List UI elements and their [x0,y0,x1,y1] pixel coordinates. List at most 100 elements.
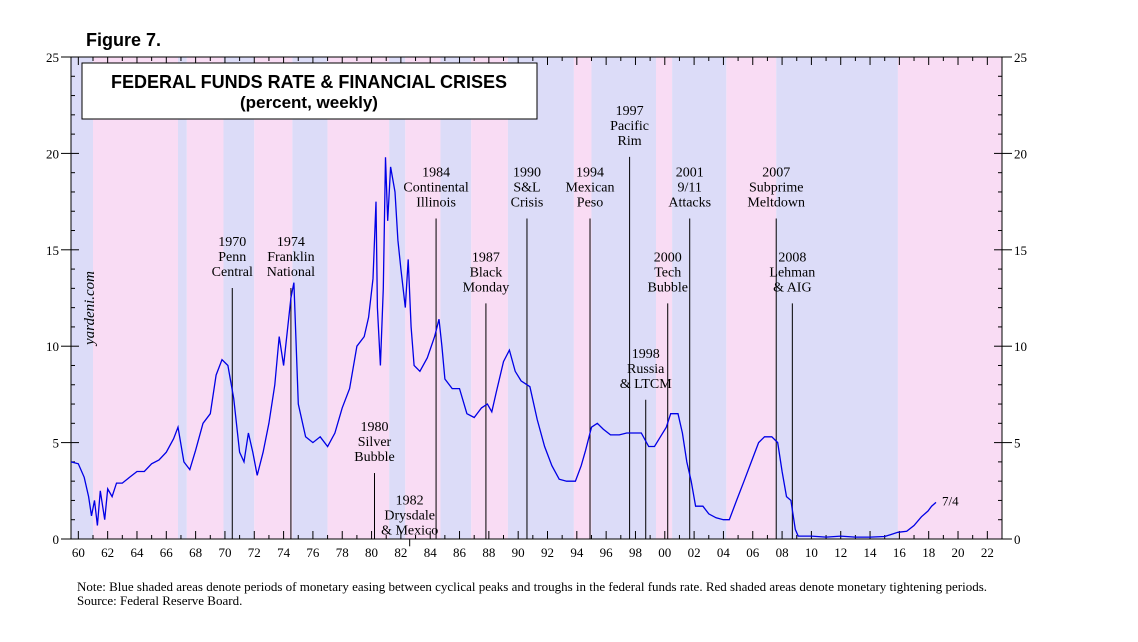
shading-layer [71,57,1002,539]
x-tick-label: 74 [277,545,291,560]
shade-tightening-1 [92,57,179,539]
fed-funds-line [70,157,937,538]
chart-title: FEDERAL FUNDS RATE & FINANCIAL CRISES [111,72,507,92]
crisis-label-line: & Mexico [381,523,438,538]
footnote: Note: Blue shaded areas denote periods o… [77,580,1037,608]
y-axis: 0 0 5 5 10 10 15 15 20 20 25 25 [46,50,1027,547]
figure-label: Figure 7. [86,30,162,50]
y-tick-label-left: 0 [53,532,60,547]
y-tick-label-right: 10 [1014,339,1027,354]
crisis-label-line: 1997 [616,104,644,119]
x-tick-label: 88 [482,545,495,560]
y-tick-label-right: 0 [1014,532,1021,547]
x-tick-label: 14 [864,545,878,560]
crisis-labels-layer: 1970PennCentral1974FranklinNational1980S… [212,104,816,538]
crisis-label-line: S&L [513,181,540,196]
crisis-label-line: Attacks [668,196,711,211]
y-tick-label-right: 5 [1014,436,1021,451]
crisis-label-line: Rim [618,134,642,149]
x-tick-label: 16 [893,545,907,560]
crisis-label-line: Peso [577,196,603,211]
shade-tightening-15 [655,57,673,539]
y-tick-label-right: 15 [1014,243,1027,258]
x-tick-label: 80 [365,545,378,560]
x-tick-label: 66 [160,545,174,560]
x-tick-label: 08 [776,545,789,560]
end-label: 7/4 [942,493,959,508]
x-tick-label: 90 [512,545,525,560]
crisis-label-line: Illinois [416,196,456,211]
crisis-label-line: Penn [218,250,246,265]
shade-tightening-19 [897,57,1002,539]
crisis-label-line: Subprime [749,181,803,196]
shade-tightening-13 [573,57,592,539]
crisis-label-line: Silver [358,435,392,450]
shade-tightening-17 [726,57,777,539]
x-tick-label: 18 [922,545,935,560]
x-tick-label: 78 [336,545,349,560]
shade-tightening-3 [186,57,224,539]
x-tick-label: 82 [394,545,407,560]
x-tick-label: 22 [981,545,994,560]
y-tick-label-left: 20 [46,146,59,161]
source-text: Source: Federal Reserve Board. [77,593,243,608]
x-tick-label: 02 [688,545,701,560]
crisis-label-line: 1974 [277,235,305,250]
crisis-label-line: Meltdown [747,196,805,211]
y-tick-label-left: 5 [53,436,60,451]
shade-easing-8 [389,57,406,539]
crisis-label-line: Mexican [566,181,615,196]
x-tick-label: 10 [805,545,818,560]
crisis-label-line: 1970 [218,235,246,250]
crisis-label-line: 1982 [396,493,424,508]
x-tick-label: 92 [541,545,554,560]
shade-easing-12 [507,57,574,539]
x-tick-label: 62 [101,545,114,560]
shade-tightening-11 [471,57,508,539]
crisis-label-line: 9/11 [678,181,702,196]
x-axis: 60 62 64 66 68 70 72 74 76 78 80 82 84 86 88 90 92 94 96 98… [72,57,994,560]
crisis-label-line: Tech [654,265,681,280]
x-tick-label: 00 [658,545,671,560]
shade-easing-2 [178,57,187,539]
x-tick-label: 64 [130,545,144,560]
crisis-label-line: 1987 [472,250,500,265]
crisis-label-line: 2001 [676,166,704,181]
plot-frame [70,56,1003,540]
shade-easing-16 [672,57,727,539]
x-tick-label: 20 [952,545,965,560]
crisis-label-line: Crisis [511,196,544,211]
x-tick-label: 84 [424,545,438,560]
crisis-lines-layer [231,156,793,547]
crisis-label-line: Lehman [769,265,815,280]
shade-easing-6 [292,57,328,539]
crisis-label-line: 2008 [778,250,806,265]
x-tick-label: 04 [717,545,731,560]
shade-easing-0 [71,57,93,539]
x-tick-label: 12 [834,545,847,560]
crisis-label-line: Monday [463,280,510,295]
crisis-label-line: Franklin [267,250,314,265]
x-tick-label: 68 [189,545,202,560]
crisis-label-line: Bubble [354,450,394,465]
crisis-label-line: Pacific [610,119,649,134]
crisis-label-line: Russia [627,362,665,377]
shade-tightening-5 [254,57,293,539]
x-tick-label: 94 [570,545,584,560]
y-tick-label-left: 15 [46,243,59,258]
x-tick-label: 06 [746,545,760,560]
x-tick-label: 96 [600,545,614,560]
x-tick-label: 86 [453,545,467,560]
crisis-label-line: 1990 [513,166,541,181]
crisis-label-line: & LTCM [620,377,673,392]
crisis-label-line: 1994 [576,166,604,181]
crisis-label-line: 1980 [360,420,388,435]
crisis-label-line: Black [470,265,503,280]
crisis-label-line: Bubble [647,280,687,295]
x-tick-label: 76 [306,545,320,560]
note-text: Note: Blue shaded areas denote periods o… [77,579,988,594]
crisis-label-line: 2000 [654,250,682,265]
chart-subtitle: (percent, weekly) [240,93,378,112]
y-tick-label-left: 10 [46,339,59,354]
